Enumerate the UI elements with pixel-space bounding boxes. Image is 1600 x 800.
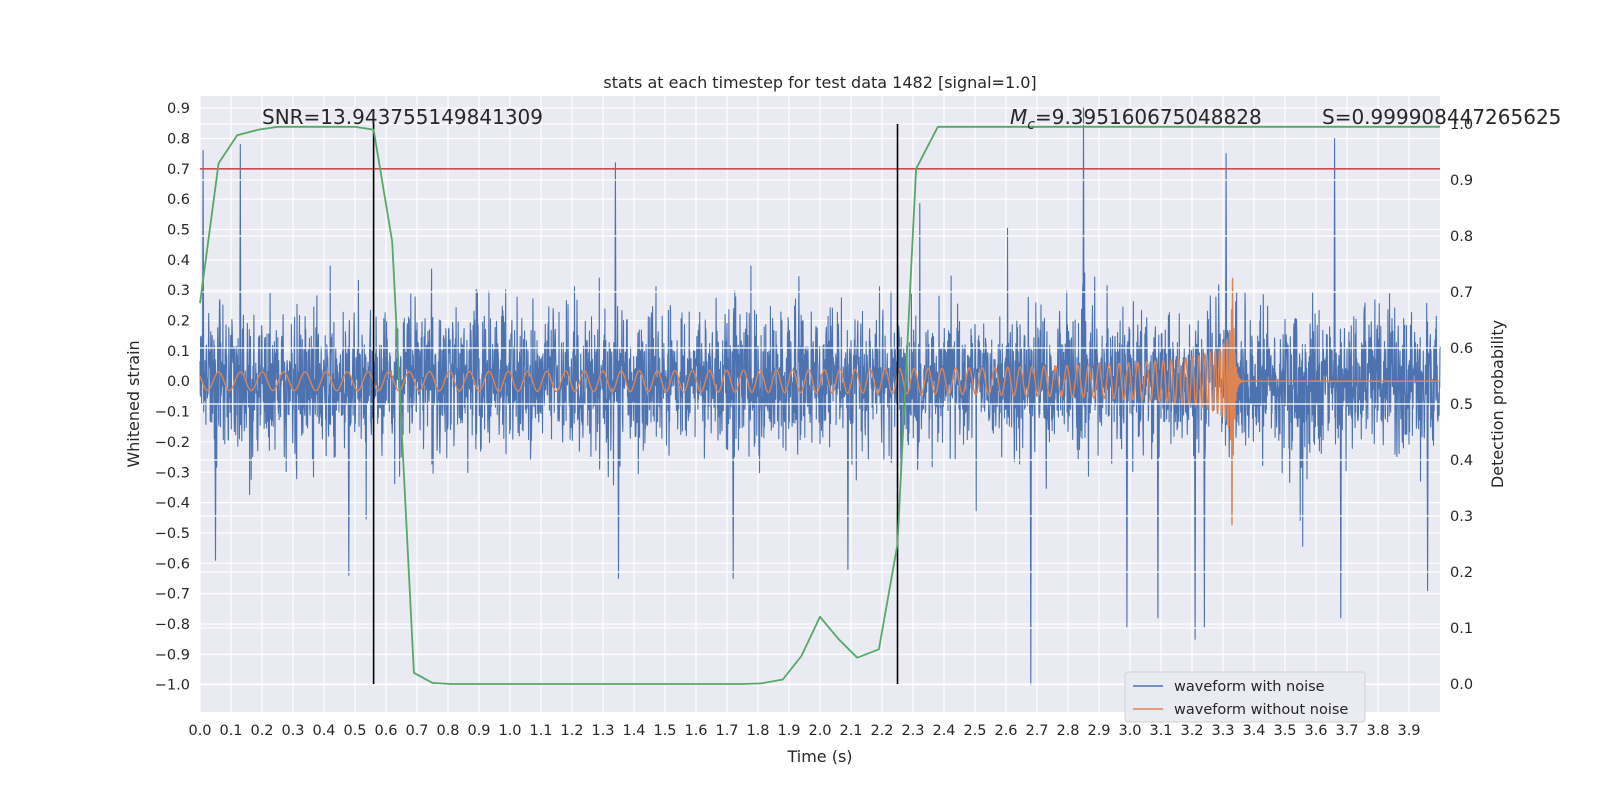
x-tick-label: 1.8	[746, 723, 769, 739]
x-tick-label: 2.7	[1025, 723, 1048, 739]
y2-tick-labels: 1.0 0.9 0.8 0.7 0.6 0.5 0.4 0.3 0.2 0.1 0.0	[1450, 117, 1473, 693]
x-tick-label: 2.6	[994, 723, 1017, 739]
y-tick-label: 0.0	[167, 374, 190, 390]
x-tick-label: 2.3	[901, 723, 924, 739]
x-tick-labels: 0.0 0.1 0.2 0.3 0.4 0.5 0.6 0.7 0.8 0.9 1.0 1.1 1.2 1…	[188, 723, 1420, 739]
x-tick-label: 3.4	[1242, 723, 1265, 739]
y-tick-label: 0.7	[167, 162, 190, 178]
y-axis-label: Whitened strain	[124, 340, 143, 467]
x-tick-label: 3.6	[1304, 723, 1327, 739]
x-tick-label: 0.9	[467, 723, 490, 739]
y2-tick-label: 0.5	[1450, 397, 1473, 413]
x-tick-label: 3.3	[1211, 723, 1234, 739]
y-tick-label: 0.1	[167, 344, 190, 360]
y-tick-label: −0.2	[155, 435, 190, 451]
chirp-mass-value: =9.395160675048828	[1035, 105, 1262, 129]
x-tick-label: 0.4	[312, 723, 335, 739]
y-tick-label: −0.5	[155, 526, 190, 542]
y-tick-label: −0.4	[155, 496, 190, 512]
x-tick-label: 0.8	[436, 723, 459, 739]
x-tick-label: 1.3	[591, 723, 614, 739]
x-tick-label: 3.7	[1335, 723, 1358, 739]
x-tick-label: 3.2	[1180, 723, 1203, 739]
x-tick-label: 0.6	[374, 723, 397, 739]
y2-tick-label: 0.2	[1450, 565, 1473, 581]
waveform-without-noise-line	[199, 277, 1441, 526]
y-tick-label: 0.4	[167, 253, 190, 269]
x-tick-label: 2.0	[808, 723, 831, 739]
series-waveform-without-noise	[199, 277, 1441, 526]
detection-probability-line	[199, 125, 1440, 685]
legend: waveform with noise waveform without noi…	[1124, 671, 1366, 723]
x-tick-label: 1.6	[684, 723, 707, 739]
x-tick-label: 0.5	[343, 723, 366, 739]
x-tick-label: 3.8	[1366, 723, 1389, 739]
x-tick-label: 2.5	[963, 723, 986, 739]
x-tick-label: 0.2	[250, 723, 273, 739]
x-tick-label: 2.2	[870, 723, 893, 739]
y-tick-label: 0.9	[167, 101, 190, 117]
x-tick-label: 2.9	[1087, 723, 1110, 739]
legend-label-noise: waveform with noise	[1174, 679, 1325, 695]
waveform-with-noise-line	[199, 107, 1441, 686]
series-detection-probability	[199, 125, 1440, 685]
y-tick-label: −0.6	[155, 556, 190, 572]
x-tick-label: 0.1	[219, 723, 242, 739]
x-tick-label: 3.5	[1273, 723, 1296, 739]
y-tick-labels: 0.9 0.8 0.7 0.6 0.5 0.4 0.3 0.2 0.1 0.0 −0.1 −0.2 −0…	[155, 101, 190, 694]
x-tick-label: 3.1	[1149, 723, 1172, 739]
overlays	[200, 124, 1440, 684]
x-tick-label: 1.5	[653, 723, 676, 739]
x-tick-label: 1.7	[715, 723, 738, 739]
y-tick-label: 0.8	[167, 131, 190, 147]
chirp-mass-subscript: c	[1027, 117, 1035, 133]
x-tick-label: 1.2	[560, 723, 583, 739]
legend-label-clean: waveform without noise	[1174, 702, 1348, 718]
y2-tick-label: 0.8	[1450, 229, 1473, 245]
x-axis-label: Time (s)	[786, 747, 852, 766]
y-tick-label: 0.2	[167, 314, 190, 330]
chart-title: stats at each timestep for test data 148…	[603, 73, 1036, 92]
x-tick-label: 0.0	[188, 723, 211, 739]
snr-annotation: SNR=13.943755149841309	[262, 105, 543, 129]
y2-tick-label: 0.7	[1450, 285, 1473, 301]
y2-axis-label: Detection probability	[1488, 320, 1507, 488]
y-tick-label: −0.7	[155, 587, 190, 603]
y-tick-label: 0.3	[167, 283, 190, 299]
y-tick-label: −0.1	[155, 405, 190, 421]
y-tick-label: −0.8	[155, 617, 190, 633]
x-tick-label: 2.1	[839, 723, 862, 739]
x-tick-label: 0.7	[405, 723, 428, 739]
x-tick-label: 1.4	[622, 723, 645, 739]
y2-tick-label: 0.1	[1450, 621, 1473, 637]
x-tick-label: 1.0	[498, 723, 521, 739]
series-waveform-with-noise	[199, 107, 1441, 686]
y-tick-label: 0.6	[167, 192, 190, 208]
x-tick-label: 3.0	[1118, 723, 1141, 739]
y2-tick-label: 0.4	[1450, 453, 1473, 469]
y2-tick-label: 0.9	[1450, 173, 1473, 189]
x-tick-label: 2.4	[932, 723, 955, 739]
x-tick-label: 1.9	[777, 723, 800, 739]
x-tick-label: 0.3	[281, 723, 304, 739]
y-tick-label: 0.5	[167, 223, 190, 239]
y-tick-label: −0.9	[155, 647, 190, 663]
score-annotation: S=0.999908447265625	[1322, 105, 1561, 129]
chirp-mass-symbol: M	[1010, 105, 1027, 129]
y2-tick-label: 0.0	[1450, 677, 1473, 693]
x-tick-label: 1.1	[529, 723, 552, 739]
x-tick-label: 2.8	[1056, 723, 1079, 739]
y-tick-label: −1.0	[155, 678, 190, 694]
chirp-mass-annotation: Mc=9.395160675048828	[1010, 105, 1262, 133]
y2-tick-label: 0.3	[1450, 509, 1473, 525]
legend-box	[1124, 671, 1366, 723]
y2-tick-label: 1.0	[1450, 117, 1473, 133]
y-tick-label: −0.3	[155, 465, 190, 481]
x-tick-label: 3.9	[1397, 723, 1420, 739]
y2-tick-label: 0.6	[1450, 341, 1473, 357]
